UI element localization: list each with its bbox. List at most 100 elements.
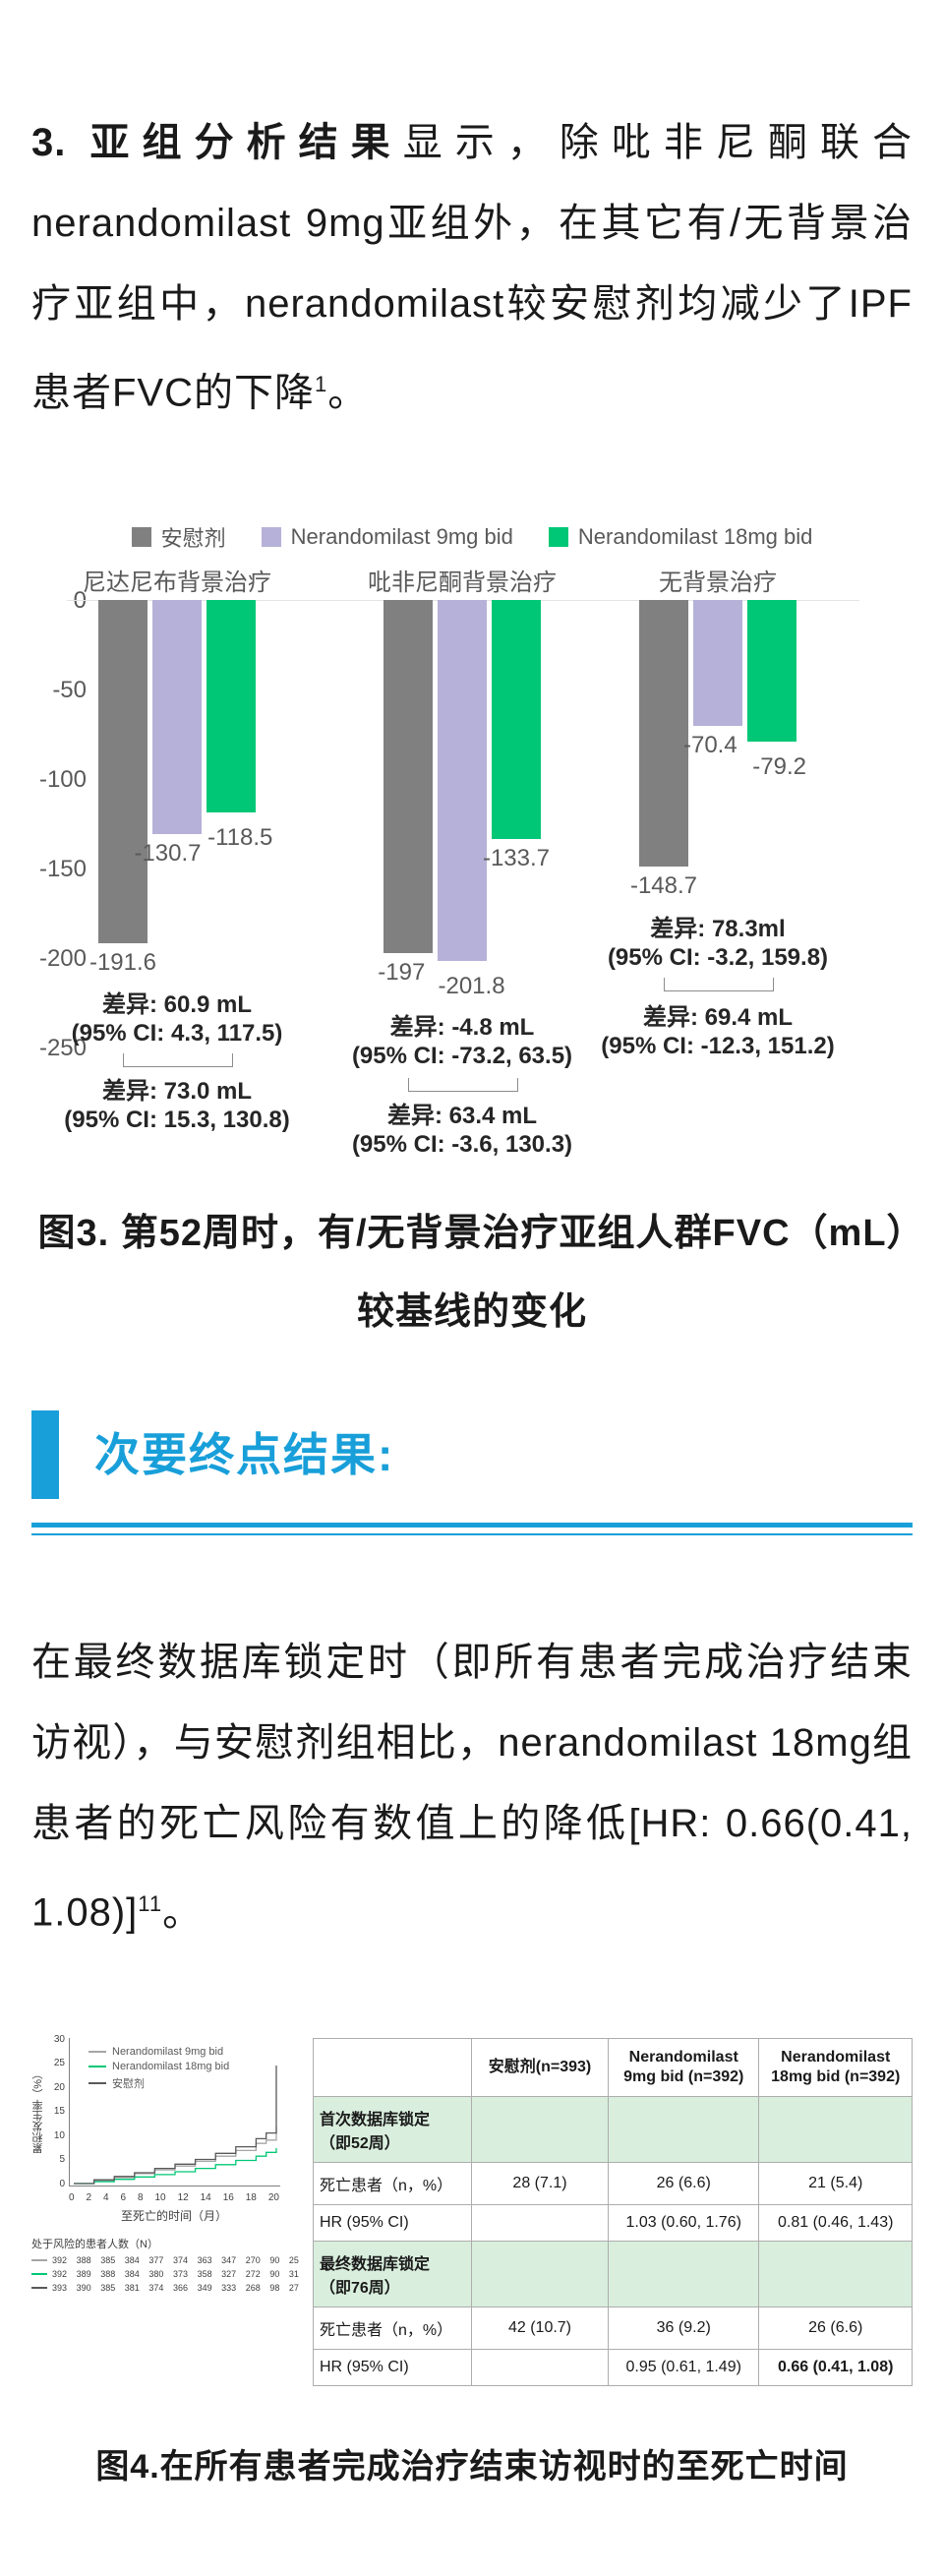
- km-at-risk-table: 处于风险的患者人数（N） 392 388 385 384 377 374 363 347 270…: [31, 2236, 299, 2293]
- comparison-annotation-1b: 差异: 73.0 mL (95% CI: 15.3, 130.8): [10, 1077, 344, 1134]
- table-cell: 0.95 (0.61, 1.49): [607, 2348, 760, 2386]
- table-cell: HR (95% CI): [313, 2348, 472, 2386]
- km-legend-label: Nerandomilast 18mg bid: [112, 2060, 230, 2072]
- numeric-label: 377: [148, 2254, 164, 2265]
- numeric-label: 268: [245, 2282, 261, 2293]
- legend-label-9mg: Nerandomilast 9mg bid: [290, 524, 513, 550]
- bar-value-label: -197: [378, 959, 426, 987]
- numeric-label: 374: [148, 2282, 164, 2293]
- y-axis-tick: -250: [38, 1035, 87, 1062]
- km-at-risk-row-18mg: 392 389 388 384 380 373 358 327 272 90 31: [31, 2269, 299, 2279]
- numeric-label: 0: [69, 2191, 75, 2203]
- bar-9mg-nintedanib: -130.7: [134, 600, 202, 867]
- bar-9mg-no-background: -70.4: [683, 600, 742, 758]
- group-title-pirfenidone: 吡非尼酮背景治疗: [368, 569, 557, 597]
- numeric-label: 388: [76, 2254, 91, 2265]
- numeric-label: 90: [269, 2268, 280, 2279]
- km-y-ticks: 30 25 20 15 10 5 0: [45, 2034, 69, 2189]
- numeric-label: 374: [172, 2254, 188, 2265]
- legend-swatch-placebo: [131, 527, 151, 548]
- numeric-label: 385: [100, 2254, 116, 2265]
- diff-value: 差异: 63.4 mL: [386, 1103, 538, 1130]
- diff-value: 差异: -4.8 mL: [389, 1014, 535, 1042]
- diff-ci: (95% CI: 4.3, 117.5): [71, 1020, 283, 1048]
- table-cell: 26 (6.6): [607, 2161, 760, 2205]
- km-legend-label: Nerandomilast 9mg bid: [112, 2045, 224, 2058]
- table-header-empty: [313, 2037, 472, 2097]
- table-cell: [471, 2348, 609, 2386]
- bar-value-label: -118.5: [207, 824, 273, 852]
- legend-swatch-18mg: [548, 527, 568, 548]
- numeric-label: 373: [172, 2268, 188, 2279]
- km-at-risk-row-placebo: 393 390 385 381 374 366 349 333 268 98 27: [31, 2283, 299, 2293]
- numeric-label: 381: [124, 2282, 140, 2293]
- numeric-label: 8: [138, 2191, 144, 2203]
- numeric-label: 333: [221, 2282, 237, 2293]
- legend-item-9mg: Nerandomilast 9mg bid: [261, 521, 513, 553]
- table-header-placebo: 安慰剂(n=393): [471, 2037, 609, 2097]
- intro-period: 。: [327, 371, 369, 415]
- numeric-label: 12: [177, 2191, 189, 2203]
- table-cell: 26 (6.6): [758, 2306, 913, 2350]
- diff-ci: (95% CI: 15.3, 130.8): [64, 1107, 290, 1134]
- figure3-caption: 图3. 第52周时，有/无背景治疗亚组人群FVC（mL）较基线的变化: [37, 1213, 907, 1334]
- numeric-label: 18: [245, 2191, 257, 2203]
- comparison-annotation-1a: 差异: 60.9 mL (95% CI: 4.3, 117.5): [10, 990, 344, 1048]
- numeric-label: 14: [200, 2191, 211, 2203]
- legend-swatch-9mg: [261, 527, 281, 548]
- km-legend-item-9mg: Nerandomilast 9mg bid: [88, 2046, 229, 2058]
- km-swatch-placebo: [88, 2081, 106, 2084]
- bar-placebo-nintedanib: -191.6: [89, 600, 156, 976]
- numeric-label: 347: [221, 2254, 237, 2265]
- numeric-label: 5: [59, 2154, 65, 2166]
- km-svg: [74, 2065, 277, 2185]
- km-chart: Nerandomilast 9mg bid Nerandomilast 18mg…: [31, 2034, 299, 2293]
- comparison-annotation-3b: 差异: 69.4 mL (95% CI: -12.3, 151.2): [551, 1003, 885, 1060]
- fvc-bar-chart: 安慰剂 Nerandomilast 9mg bid Nerandomilast …: [31, 502, 913, 1172]
- table-cell-hr-18mg-final: 0.66 (0.41, 1.08): [758, 2348, 913, 2386]
- km-swatch-18mg: [88, 2065, 106, 2067]
- numeric-label: 380: [148, 2268, 164, 2279]
- numeric-label: 20: [53, 2081, 65, 2093]
- numeric-label: 392: [52, 2254, 68, 2265]
- y-axis-tick: -50: [52, 677, 87, 704]
- diff-ci: (95% CI: -3.6, 130.3): [351, 1131, 573, 1159]
- km-y-axis-label: 累积发生率（%）: [32, 2068, 44, 2155]
- comparison-bracket: [408, 1078, 518, 1093]
- table-row-deaths-76w: 死亡患者（n，%） 42 (10.7) 36 (9.2) 26 (6.6): [313, 2306, 913, 2350]
- numeric-label: 15: [53, 2106, 65, 2118]
- km-at-risk-values: 392 389 388 384 380 373 358 327 272 90 31: [52, 2269, 299, 2279]
- bar-value-label: -130.7: [134, 840, 202, 868]
- comparison-annotation-3a: 差异: 78.3ml (95% CI: -3.2, 159.8): [551, 915, 885, 972]
- numeric-label: 10: [53, 2129, 65, 2141]
- diff-value: 差异: 78.3ml: [650, 916, 786, 943]
- bar-18mg-pirfenidone: -133.7: [483, 600, 550, 871]
- bar-18mg-nintedanib: -118.5: [206, 600, 272, 851]
- table-cell: 42 (10.7): [471, 2306, 609, 2350]
- y-axis-tick: -150: [38, 856, 87, 883]
- km-at-risk-row-9mg: 392 388 385 384 377 374 363 347 270 90 25: [31, 2255, 299, 2265]
- km-risk-swatch-9mg: [31, 2258, 47, 2261]
- numeric-label: 4: [103, 2191, 109, 2203]
- table-cell: HR (95% CI): [313, 2203, 472, 2242]
- numeric-label: 31: [288, 2268, 299, 2279]
- diff-ci: (95% CI: -12.3, 151.2): [601, 1033, 835, 1060]
- numeric-label: 393: [52, 2282, 68, 2293]
- mortality-table-wrap: 安慰剂(n=393) Nerandomilast 9mg bid (n=392)…: [313, 2037, 913, 2386]
- numeric-label: 358: [197, 2268, 212, 2279]
- km-x-ticks: 0 2 4 6 8 10 12 14 16 18 20: [69, 2192, 279, 2203]
- km-at-risk-values: 393 390 385 381 374 366 349 333 268 98 27: [52, 2283, 299, 2293]
- table-header-18mg: Nerandomilast 18mg bid (n=392): [758, 2037, 913, 2097]
- numeric-label: 349: [197, 2282, 212, 2293]
- numeric-label: 27: [288, 2282, 299, 2293]
- km-line-安慰剂: [74, 2065, 277, 2185]
- numeric-label: 25: [288, 2254, 299, 2265]
- km-plot-area: [69, 2037, 280, 2187]
- bar-18mg-no-background: -79.2: [747, 600, 806, 780]
- km-swatch-9mg: [88, 2050, 106, 2053]
- intro-paragraph: 3. 亚组分析结果显示，除吡非尼酮联合nerandomilast 9mg亚组外，…: [31, 102, 913, 433]
- table-cell: 死亡患者（n，%）: [313, 2306, 472, 2350]
- bar-9mg-pirfenidone: -201.8: [438, 600, 505, 999]
- numeric-label: 6: [120, 2191, 127, 2203]
- km-at-risk-values: 392 388 385 384 377 374 363 347 270 90 25: [52, 2255, 299, 2265]
